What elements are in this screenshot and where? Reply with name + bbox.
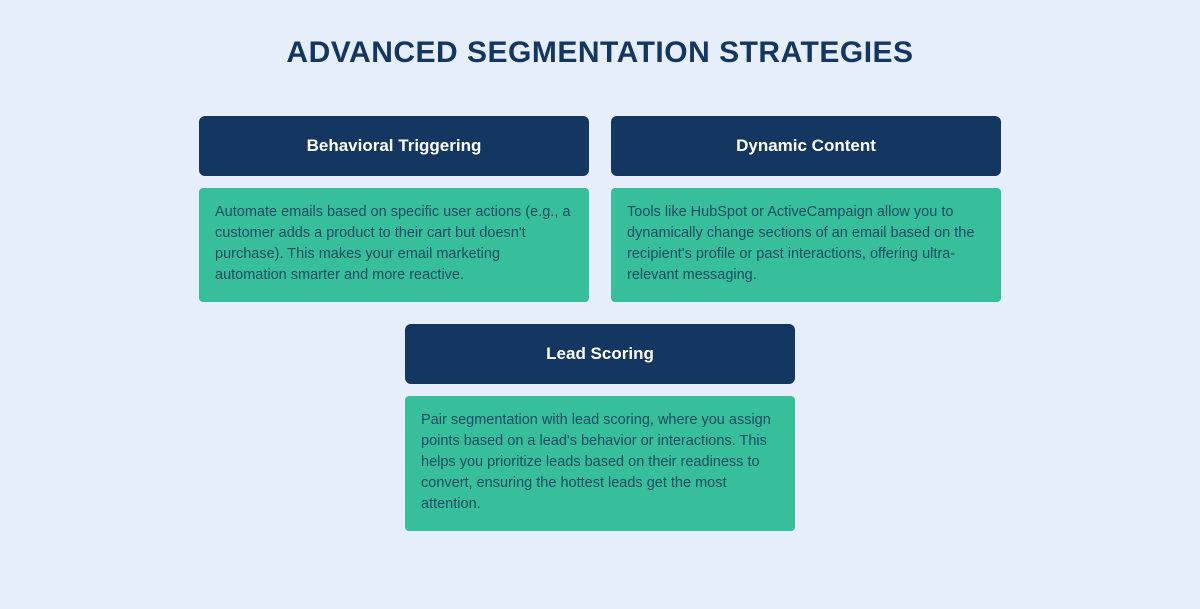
card-dynamic-content: Dynamic Content Tools like HubSpot or Ac… (611, 116, 1001, 302)
card-header: Lead Scoring (405, 324, 795, 384)
page-title: ADVANCED SEGMENTATION STRATEGIES (0, 36, 1200, 70)
card-header: Dynamic Content (611, 116, 1001, 176)
card-behavioral-triggering: Behavioral Triggering Automate emails ba… (199, 116, 589, 302)
card-body: Pair segmentation with lead scoring, whe… (405, 396, 795, 531)
card-body: Tools like HubSpot or ActiveCampaign all… (611, 188, 1001, 302)
cards-container: Behavioral Triggering Automate emails ba… (0, 116, 1200, 531)
card-lead-scoring: Lead Scoring Pair segmentation with lead… (405, 324, 795, 531)
card-header: Behavioral Triggering (199, 116, 589, 176)
card-body: Automate emails based on specific user a… (199, 188, 589, 302)
infographic-page: ADVANCED SEGMENTATION STRATEGIES Behavio… (0, 0, 1200, 609)
